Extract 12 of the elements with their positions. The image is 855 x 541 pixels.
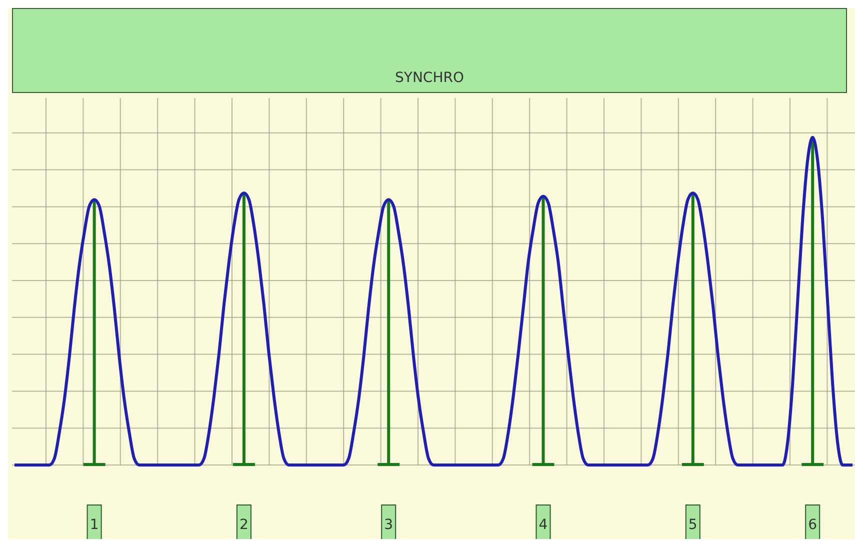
x-tick-label: 4 [538,517,548,533]
bar [242,193,246,465]
bar [542,196,545,465]
x-tick-label: 5 [688,517,698,533]
bar [92,200,96,465]
x-tick-label: 3 [384,517,394,533]
x-tick-label: 2 [239,517,248,533]
chart-title: SYNCHRO [12,8,847,93]
bar [691,193,694,465]
x-tick-label: 6 [808,517,818,533]
bar [387,200,390,465]
x-tick-label: 1 [90,517,99,533]
